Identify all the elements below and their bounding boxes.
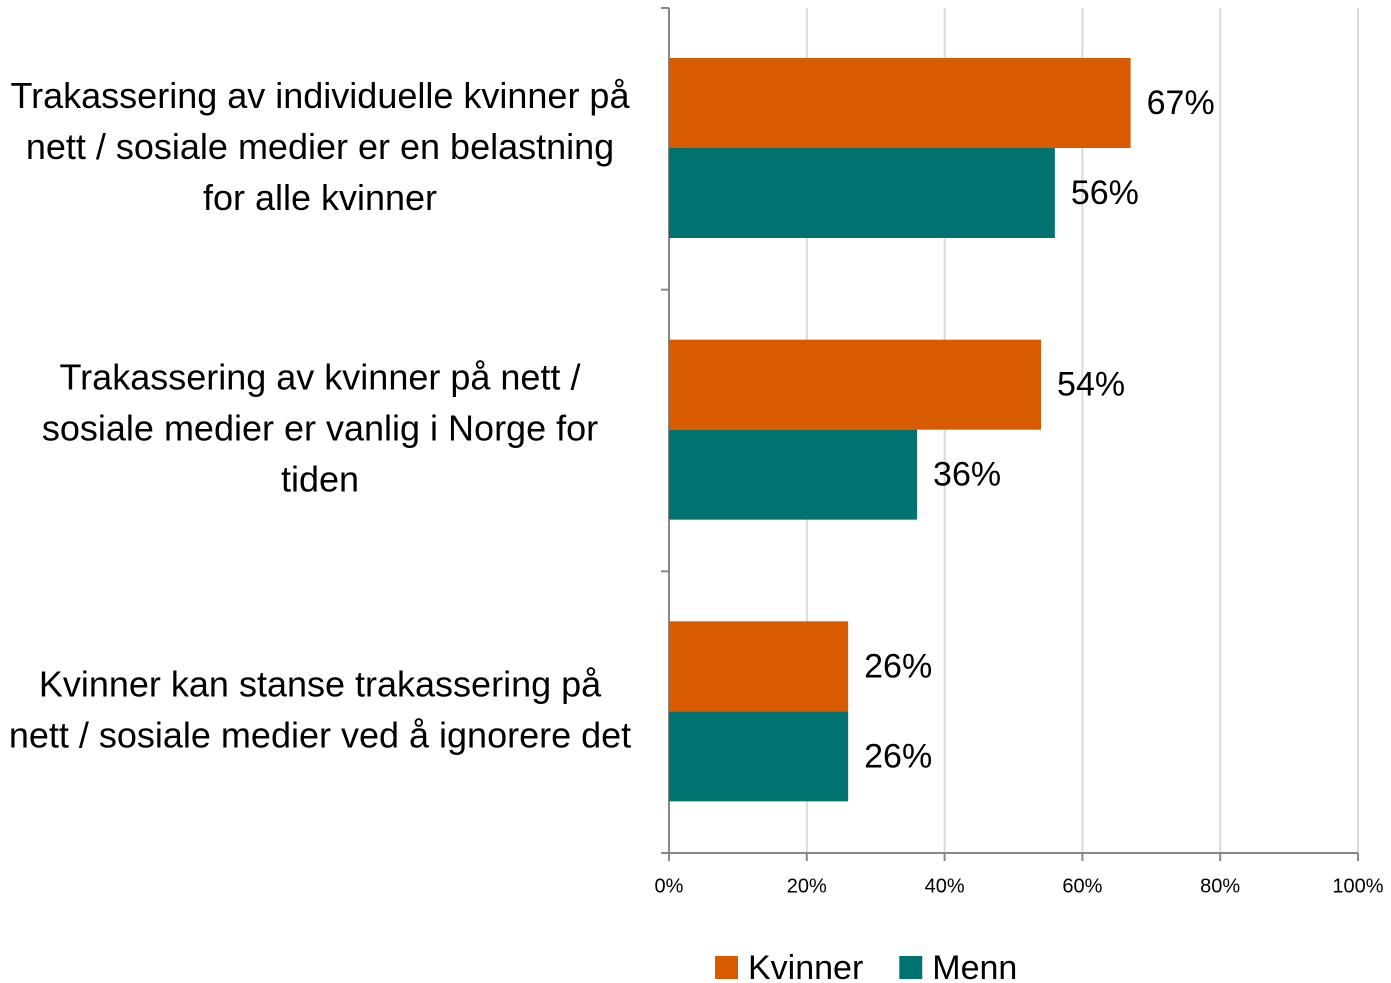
x-tick-label: 60% xyxy=(1062,875,1102,897)
value-label: 36% xyxy=(933,456,1001,494)
bar xyxy=(669,711,849,802)
legend-label: Kvinner xyxy=(748,949,863,983)
bar xyxy=(669,148,1055,238)
legend-swatch xyxy=(715,956,738,979)
label-line: for alle kvinner xyxy=(203,176,437,217)
bar xyxy=(669,621,849,712)
x-tick-label: 0% xyxy=(655,875,684,897)
value-label: 26% xyxy=(864,647,932,685)
label-line: nett / sosiale medier ved å ignorere det xyxy=(9,714,631,755)
x-tick-label: 20% xyxy=(787,875,827,897)
bar xyxy=(669,58,1131,148)
value-label: 67% xyxy=(1147,84,1215,122)
x-tick-label: 40% xyxy=(925,875,965,897)
legend-swatch xyxy=(899,956,923,979)
value-label: 56% xyxy=(1071,174,1139,212)
bar xyxy=(669,429,918,520)
value-label: 54% xyxy=(1057,366,1125,404)
x-tick-label: 100% xyxy=(1332,875,1383,897)
category-label: Kvinner kan stanse trakassering på nett /… xyxy=(9,663,631,755)
label-line: sosiale medier er vanlig i Norge for xyxy=(42,407,598,448)
category-label: Trakassering av individuelle kvinner på n… xyxy=(11,74,631,217)
label-line: Trakassering av kvinner på nett / xyxy=(60,356,581,397)
label-line: Trakassering av individuelle kvinner på xyxy=(11,74,631,115)
category-label: Trakassering av kvinner på nett / sosiale… xyxy=(42,356,598,499)
label-line: nett / sosiale medier er en belastning xyxy=(26,125,614,166)
x-tick-label: 80% xyxy=(1200,875,1240,897)
legend-label: Menn xyxy=(932,949,1017,983)
label-line: Kvinner kan stanse trakassering på xyxy=(39,663,602,704)
bar xyxy=(669,339,1042,430)
value-label: 26% xyxy=(864,737,932,775)
label-line: tiden xyxy=(281,458,359,499)
